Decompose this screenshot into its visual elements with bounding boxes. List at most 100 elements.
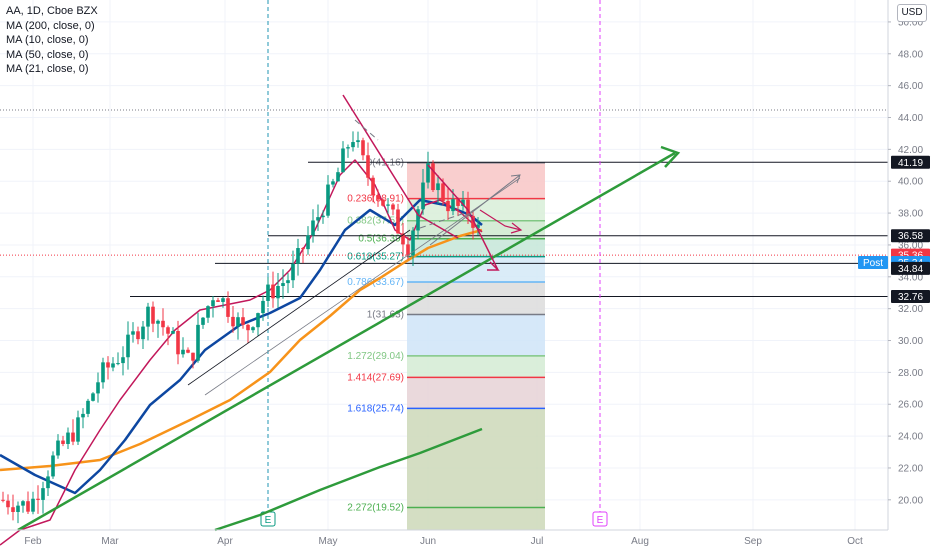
- candle-body: [291, 263, 295, 281]
- legend-ma21[interactable]: MA (21, close, 0): [6, 63, 89, 75]
- uptrend-arrowhead: [660, 145, 681, 168]
- horizontal-levels[interactable]: [0, 109, 888, 298]
- fib-zone: [407, 377, 545, 409]
- fib-level-label: 0.786(33.67): [347, 277, 404, 288]
- candle-body: [396, 209, 400, 234]
- candle-body: [271, 284, 275, 299]
- time-tick-label: Feb: [24, 536, 42, 547]
- fib-zone: [407, 162, 545, 199]
- uptrend-line: [17, 151, 676, 532]
- candle-body: [391, 204, 395, 210]
- candle-body: [121, 357, 125, 364]
- legend-ma10[interactable]: MA (10, close, 0): [6, 34, 89, 46]
- fib-zone: [407, 408, 545, 530]
- candle-body: [161, 320, 165, 328]
- candle-body: [191, 352, 195, 361]
- candle-body: [76, 417, 80, 442]
- candle-body: [236, 317, 240, 327]
- price-tick-label: 48.00: [898, 49, 923, 60]
- projection-arrowhead: [510, 174, 521, 184]
- fib-retracement[interactable]: 0(41.16)0.236(38.91)0.382(37.52)0.5(36.3…: [347, 158, 545, 530]
- candle-body: [6, 500, 10, 508]
- price-tick-label: 22.00: [898, 463, 923, 474]
- fib-level-label: 1.272(29.04): [347, 351, 404, 362]
- fib-level-label: 0.5(36.39): [358, 234, 404, 245]
- price-tick-label: 20.00: [898, 495, 923, 506]
- price-tick-label: 44.00: [898, 113, 923, 124]
- candle-body: [31, 498, 35, 512]
- candle-body: [61, 440, 65, 444]
- price-tick-label: 36.00: [898, 240, 923, 251]
- downtrend-line: [342, 94, 419, 216]
- candle-body: [351, 142, 355, 148]
- candle-body: [356, 140, 360, 143]
- candle-body: [466, 199, 470, 216]
- projection-arrowhead: [487, 261, 500, 271]
- trend-drawings[interactable]: [17, 94, 681, 532]
- candle-body: [196, 324, 200, 361]
- price-label-bg: [891, 155, 930, 169]
- price-tick-label: 28.00: [898, 368, 923, 379]
- candle-body: [266, 284, 270, 301]
- projection-path: [479, 209, 522, 231]
- candle-body: [66, 432, 70, 444]
- candle-body: [406, 244, 410, 256]
- price-label-bg: [858, 255, 888, 269]
- candle-body: [336, 172, 340, 182]
- candle-body: [231, 316, 235, 327]
- candle-body: [431, 163, 435, 191]
- time-tick-label: Aug: [631, 536, 649, 547]
- time-tick-label: May: [319, 536, 338, 547]
- fib-level-label: 1(31.63): [367, 310, 404, 321]
- candle-body: [311, 220, 315, 236]
- candle-body: [251, 327, 255, 331]
- price-label: 34.84: [898, 264, 923, 275]
- candle-body: [36, 498, 40, 500]
- fib-level-label: 0.236(38.91): [347, 194, 404, 205]
- legend-ma200[interactable]: MA (200, close, 0): [6, 19, 95, 32]
- fib-level-label: 0.618(35.27): [347, 252, 404, 263]
- fib-zone: [407, 282, 545, 315]
- candle-body: [241, 317, 245, 325]
- earnings-marker: [592, 511, 608, 527]
- candle-body: [426, 163, 430, 183]
- candle-body: [141, 326, 145, 340]
- fib-zone: [407, 314, 545, 356]
- fib-level-label: 1.618(25.74): [347, 403, 404, 414]
- price-tick-label: 30.00: [898, 336, 923, 347]
- candle-body: [11, 507, 15, 512]
- price-tick-label: 24.00: [898, 432, 923, 443]
- candle-body: [71, 432, 75, 442]
- price-tick-label: 38.00: [898, 209, 923, 220]
- candle-body: [166, 327, 170, 334]
- time-axis[interactable]: Feb Mar Apr May Jun Jul Aug Sep Oct: [0, 529, 888, 547]
- candle-body: [126, 334, 130, 358]
- price-label-bg: [891, 290, 930, 304]
- currency-button[interactable]: USD: [897, 4, 927, 22]
- candle-body: [131, 331, 135, 335]
- earnings-marker-label: E: [265, 515, 272, 526]
- candle-body: [116, 363, 120, 365]
- price-tick-label: 50.00: [898, 17, 923, 28]
- fib-level-label: 2.272(19.52): [347, 502, 404, 513]
- projection-line-gray: [429, 174, 521, 246]
- candle-body: [111, 363, 115, 368]
- price-axis[interactable]: 50.00 48.00 46.00 44.00 42.00 40.00 38.00 36.00…: [858, 0, 930, 530]
- legend-title[interactable]: AA, 1D, Cboe BZX: [6, 5, 98, 17]
- fib-level-label: 1.414(27.69): [347, 372, 404, 383]
- candle-body: [101, 362, 105, 383]
- candle-body: [56, 440, 60, 456]
- legend-ma50[interactable]: MA (50, close, 0): [6, 48, 89, 61]
- candle-body: [461, 199, 465, 206]
- channel-line-lower: [187, 229, 411, 386]
- candle-body: [21, 501, 25, 506]
- candle-body: [401, 233, 405, 245]
- candle-body: [176, 330, 180, 355]
- candle-body: [96, 382, 100, 394]
- candle-body: [456, 199, 460, 206]
- candle-body: [321, 215, 325, 218]
- projection-path: [427, 164, 499, 271]
- channel-line-upper: [204, 177, 521, 396]
